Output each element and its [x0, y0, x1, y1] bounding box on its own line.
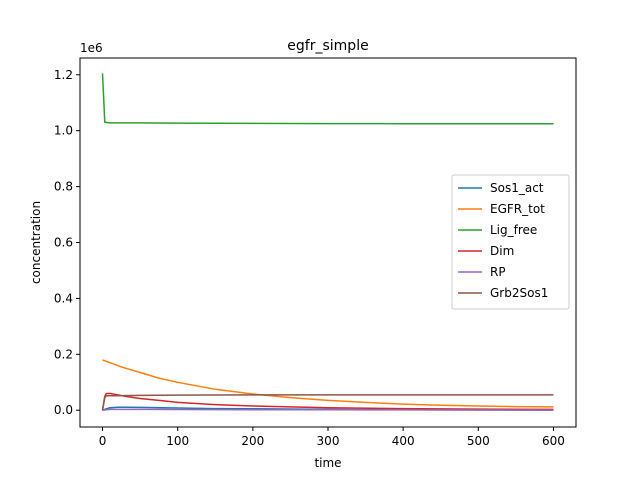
y-tick-label: 0.4 — [54, 291, 73, 305]
series-line-grb2sos1 — [101, 394, 554, 411]
legend-label: Sos1_act — [490, 181, 544, 195]
plot-series — [101, 73, 554, 411]
legend: Sos1_act EGFR_tot Lig_free Dim RP Grb2Sos1 — [451, 174, 570, 310]
y-tick-label: 0.6 — [54, 236, 73, 250]
x-axis-label: time — [314, 456, 341, 470]
legend-label: EGFR_tot — [490, 202, 545, 216]
y-tick-label: 0.8 — [54, 180, 73, 194]
y-axis-scale-label: 1e6 — [80, 41, 103, 55]
x-tick-label: 100 — [166, 434, 189, 448]
x-tick-label: 300 — [317, 434, 340, 448]
x-tick-label: 0 — [99, 434, 107, 448]
legend-label: Dim — [490, 244, 514, 258]
x-tick-label: 200 — [241, 434, 264, 448]
axis-ticks: 0 100 200 300 400 500 600 0.0 0.2 0.4 0.6 0.8 1.0 1.2 — [54, 68, 565, 448]
series-line-dim — [101, 392, 554, 411]
y-tick-label: 1.0 — [54, 124, 73, 138]
series-line-rp — [102, 408, 554, 411]
y-tick-label: 0.0 — [54, 403, 73, 417]
x-tick-label: 400 — [392, 434, 415, 448]
legend-label: RP — [490, 265, 506, 279]
chart-title: egfr_simple — [287, 38, 368, 54]
series-line-lig-free — [101, 73, 554, 125]
series-line-egfr-tot — [102, 359, 554, 408]
x-tick-label: 600 — [542, 434, 565, 448]
y-axis-label: concentration — [29, 201, 43, 284]
y-tick-label: 1.2 — [54, 68, 73, 82]
legend-label: Grb2Sos1 — [490, 286, 548, 300]
y-tick-label: 0.2 — [54, 347, 73, 361]
x-tick-label: 500 — [467, 434, 490, 448]
legend-label: Lig_free — [490, 223, 537, 237]
plot-frame — [79, 57, 577, 428]
